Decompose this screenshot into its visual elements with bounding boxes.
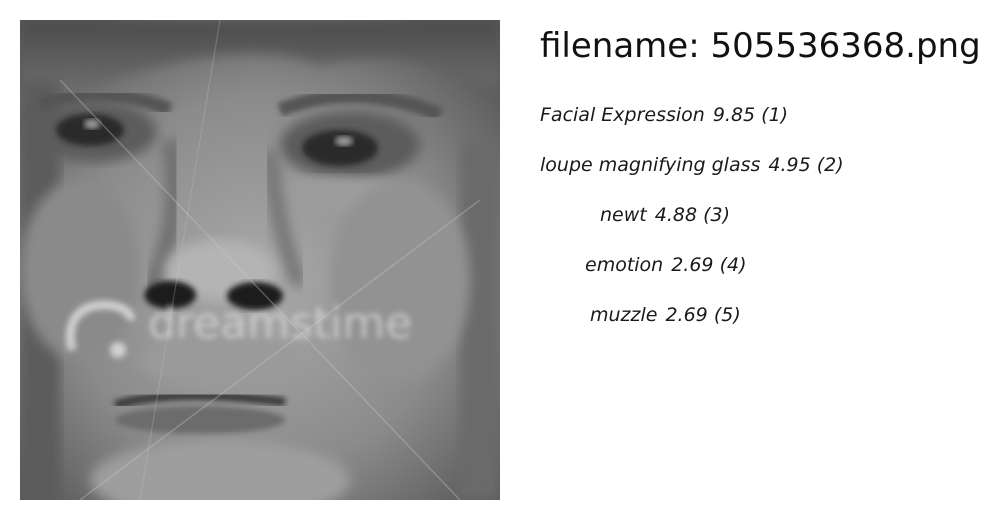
filename-heading: filename: 505536368.png: [540, 22, 981, 70]
prediction-label: loupe magnifying glass: [540, 154, 761, 176]
prediction-score: 4.88 (3): [654, 204, 730, 226]
prediction-label: muzzle: [590, 304, 658, 326]
watermark-logo: dreamstime: [65, 298, 412, 358]
prediction-score: 4.95 (2): [768, 154, 844, 176]
prediction-item: loupe magnifying glass 4.95 (2): [540, 152, 844, 178]
prediction-item: Facial Expression 9.85 (1): [540, 102, 788, 128]
prediction-label: emotion: [585, 254, 664, 276]
face-photo: dreamstime: [20, 20, 500, 500]
prediction-label: Facial Expression: [540, 104, 705, 126]
prediction-score: 2.69 (5): [665, 304, 741, 326]
filename-prefix: filename:: [540, 26, 700, 66]
prediction-item: emotion 2.69 (4): [585, 252, 746, 278]
watermark-text: dreamstime: [148, 298, 412, 349]
filename-value: 505536368.png: [710, 26, 981, 66]
prediction-score: 2.69 (4): [671, 254, 747, 276]
prediction-item: newt 4.88 (3): [600, 202, 730, 228]
face-photo-graphic: dreamstime: [20, 20, 500, 500]
prediction-score: 9.85 (1): [712, 104, 789, 126]
prediction-item: muzzle 2.69 (5): [590, 302, 741, 328]
prediction-label: newt: [600, 204, 647, 226]
